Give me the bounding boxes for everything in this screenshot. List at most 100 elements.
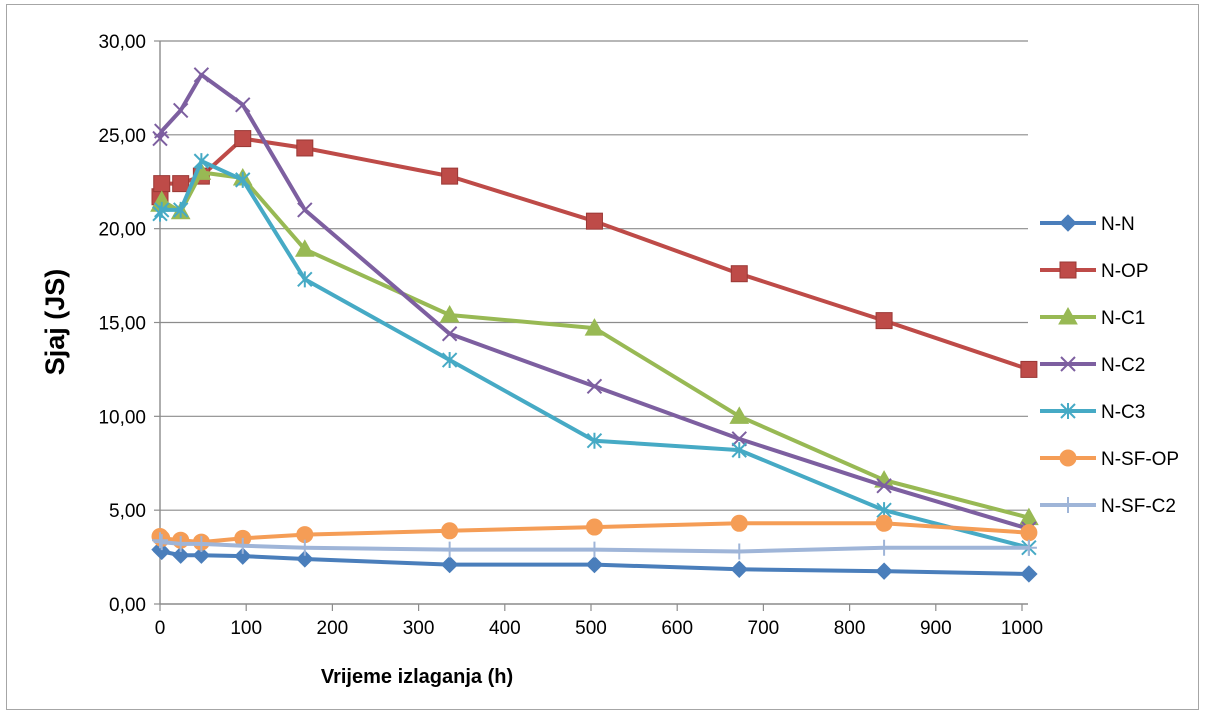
chart-frame <box>6 4 1199 710</box>
legend-item: N-C1 <box>1040 306 1145 329</box>
data-point <box>875 562 893 580</box>
data-point <box>729 406 750 424</box>
legend-marker <box>1059 261 1077 279</box>
y-tick-label: 20,00 <box>98 220 146 241</box>
data-point <box>192 546 211 564</box>
x-tick-label: 600 <box>661 618 693 639</box>
data-point <box>586 378 603 395</box>
series-line <box>158 72 1030 531</box>
legend-marker <box>1058 306 1078 325</box>
legend-item: N-OP <box>1040 261 1149 282</box>
x-tick-label: 400 <box>489 618 521 639</box>
legend-marker <box>1060 356 1076 372</box>
data-point <box>296 550 314 568</box>
legend-marker <box>1060 403 1076 419</box>
x-tick-label: 1000 <box>1001 618 1043 639</box>
data-point <box>584 318 605 336</box>
legend-item: N-C3 <box>1040 402 1145 423</box>
data-point <box>154 123 170 139</box>
data-point <box>439 304 460 323</box>
x-tick-label: 100 <box>230 618 262 639</box>
y-tick-label: 0,00 <box>109 595 146 616</box>
series-n-c2 <box>152 67 1037 537</box>
y-tick-label: 15,00 <box>98 314 146 335</box>
legend-label: N-OP <box>1101 261 1149 282</box>
legend-marker <box>1060 497 1076 513</box>
x-tick-label: 300 <box>403 618 435 639</box>
data-point <box>297 202 313 218</box>
data-point <box>172 535 189 552</box>
data-point <box>875 312 893 330</box>
data-point <box>1020 360 1038 378</box>
y-tick-label: 25,00 <box>98 126 146 147</box>
data-point <box>296 139 314 157</box>
legend-label: N-C3 <box>1101 402 1145 423</box>
data-point <box>441 352 458 369</box>
data-point <box>875 514 893 532</box>
data-point <box>731 442 747 459</box>
data-point <box>296 539 313 556</box>
data-point <box>172 201 189 218</box>
data-point <box>152 532 168 549</box>
legend: N-N N-OP N-C1 N-C2 N-C3 N-SF-OP N-SF-C2 <box>1040 214 1179 517</box>
data-point <box>586 432 603 449</box>
data-point <box>731 431 747 447</box>
data-point <box>193 535 210 552</box>
legend-label: N-C2 <box>1101 355 1145 376</box>
x-tick-label: 500 <box>575 618 607 639</box>
data-point <box>193 67 210 83</box>
y-tick-label: 5,00 <box>109 501 146 522</box>
series-n-n <box>151 540 1038 583</box>
y-tick-label: 30,00 <box>98 32 146 53</box>
legend-marker <box>1059 214 1077 232</box>
data-point <box>234 537 251 554</box>
data-point <box>441 541 458 558</box>
legend-label: N-N <box>1101 214 1135 235</box>
data-point <box>731 543 748 560</box>
legend-marker <box>1059 449 1077 467</box>
data-point <box>730 265 748 283</box>
x-tick-label: 700 <box>748 618 780 639</box>
legend-item: N-N <box>1040 214 1135 235</box>
x-tick-label: 0 <box>155 618 166 639</box>
data-point <box>1020 565 1038 583</box>
data-point <box>297 271 313 288</box>
series-n-op <box>151 130 1038 378</box>
data-point <box>441 326 458 342</box>
y-axis-title: Sjaj (JS) <box>40 269 70 376</box>
data-point <box>153 175 171 193</box>
series-n-sf-c2 <box>152 532 1037 560</box>
data-point <box>876 478 892 494</box>
x-axis-title: Vrijeme izlaganja (h) <box>321 666 513 688</box>
data-point <box>1020 524 1038 542</box>
plot-area <box>150 67 1039 583</box>
legend-label: N-C1 <box>1101 308 1145 329</box>
data-point <box>1020 539 1037 556</box>
legend-item: N-SF-C2 <box>1040 496 1176 517</box>
data-point <box>172 102 189 119</box>
data-point <box>441 167 459 185</box>
data-point <box>235 97 251 113</box>
x-tick-label: 800 <box>834 618 866 639</box>
data-point <box>153 542 171 561</box>
data-point <box>730 514 748 532</box>
x-tick-label: 900 <box>920 618 952 639</box>
data-point <box>294 239 315 257</box>
data-point <box>172 175 190 193</box>
data-point <box>586 541 603 558</box>
data-point <box>440 555 459 574</box>
x-tick-label: 200 <box>317 618 349 639</box>
data-point <box>234 547 252 565</box>
legend-item: N-SF-OP <box>1040 449 1179 470</box>
legend-item: N-C2 <box>1040 355 1145 376</box>
data-point <box>585 555 604 574</box>
data-point <box>234 130 252 148</box>
legend-label: N-SF-C2 <box>1101 496 1176 517</box>
data-point <box>876 539 893 556</box>
series-n-c3 <box>152 153 1037 556</box>
data-point <box>153 534 170 551</box>
data-point <box>730 560 748 578</box>
legend-label: N-SF-OP <box>1101 449 1179 470</box>
data-point <box>171 546 190 564</box>
